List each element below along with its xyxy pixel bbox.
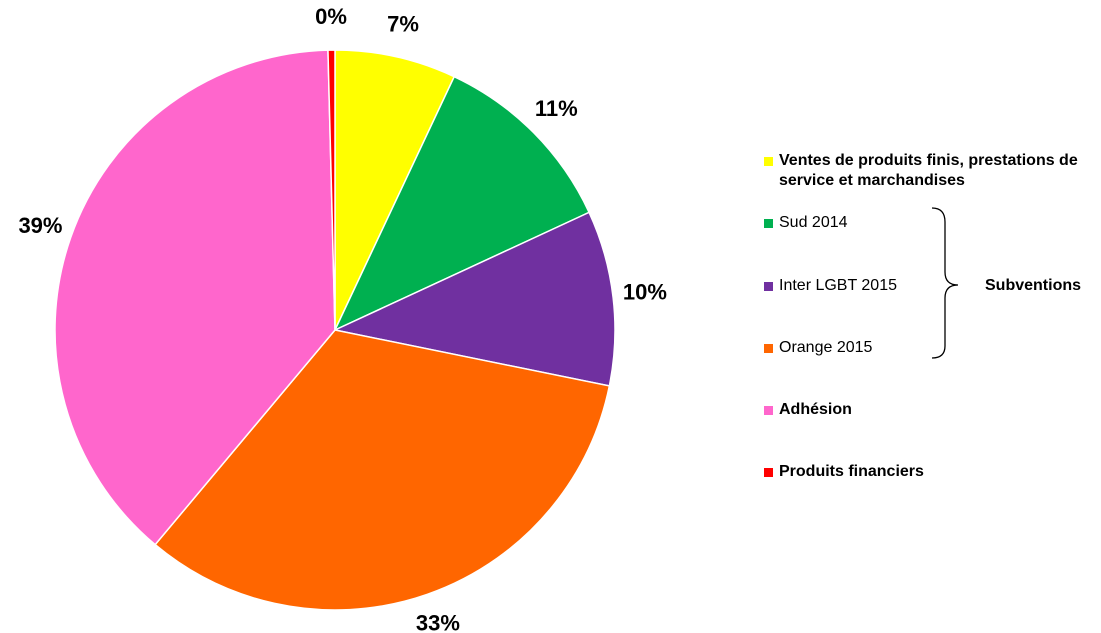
legend-item: Ventes de produits finis, prestations de… [764,151,1094,191]
pie-slice [154,329,611,611]
legend-label: Inter LGBT 2015 [779,277,897,294]
pie-slice [332,211,616,387]
legend-item: Adhésion [764,400,1094,420]
pie-slice [327,49,336,331]
legend-label: Adhésion [779,401,852,418]
data-label: 11% [535,96,578,121]
legend-swatch [764,344,773,353]
legend-item: Sud 2014 [764,213,1094,233]
legend-swatch [764,406,773,415]
legend-swatch [764,468,773,477]
data-label: 7% [387,11,419,36]
legend-label: Orange 2015 [779,339,873,356]
legend-swatch [764,282,773,291]
legend-item: Inter LGBT 2015 [764,276,1094,296]
legend-item: Orange 2015 [764,338,1094,358]
data-label: 10% [623,280,667,305]
legend-label: Sud 2014 [779,214,848,231]
legend-label: Produits financiers [779,463,924,480]
pie-slice [334,49,456,331]
legend-label: Ventes de produits finis, prestations de… [779,152,1078,189]
legend-item: Produits financiers [764,462,1094,482]
annotation: Subventions [985,277,1081,294]
pie-slice [54,49,336,546]
data-label: 33% [416,610,460,633]
legend-swatch [764,157,773,166]
data-label: 0% [315,4,347,29]
pie-slice [333,75,591,332]
bracket [931,207,959,359]
legend-swatch [764,219,773,228]
data-label: 39% [18,213,62,238]
